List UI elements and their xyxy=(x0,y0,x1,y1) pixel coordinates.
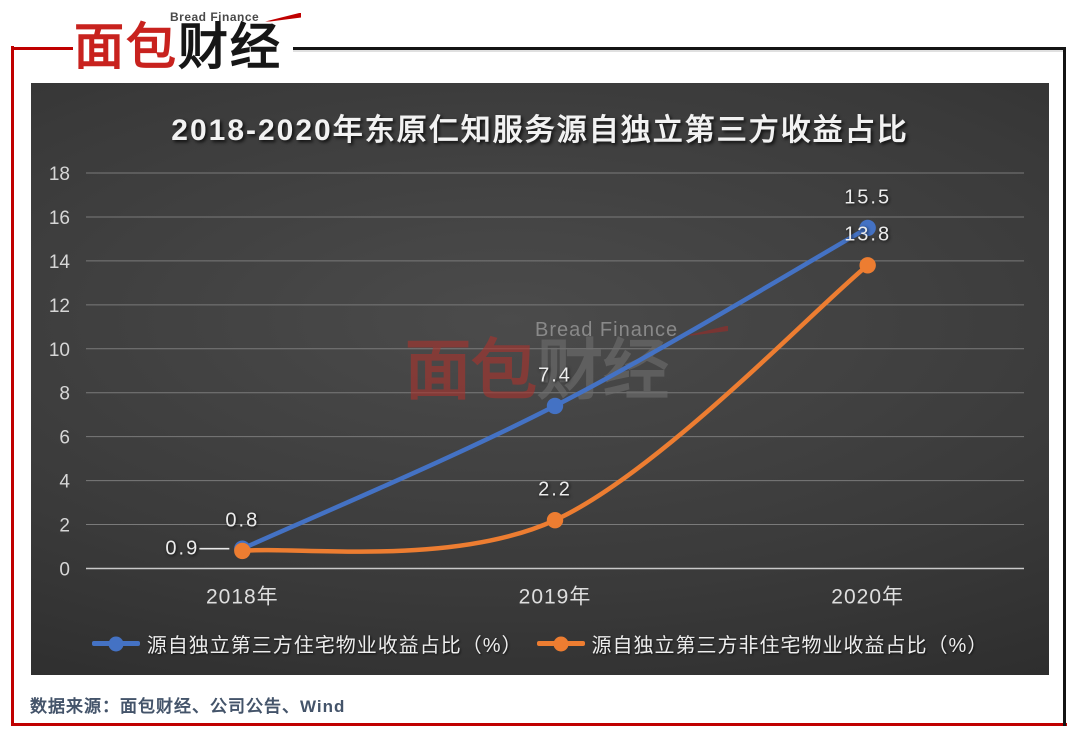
chart-panel: 2018-2020年东原仁知服务源自独立第三方收益占比 0 2 4 6 8 10 12 14 1… xyxy=(31,83,1049,675)
y-axis-label: 18 xyxy=(49,164,70,185)
frame-right-border xyxy=(1063,47,1066,726)
logo-wordmark: 面包财经 xyxy=(74,22,282,72)
logo-name-black: 财经 xyxy=(178,19,282,75)
x-axis-label: 2020年 xyxy=(831,586,904,609)
y-axis-label: 8 xyxy=(59,384,70,405)
series-line-0 xyxy=(240,225,870,551)
chart-title: 2018-2020年东原仁知服务源自独立第三方收益占比 xyxy=(171,114,909,147)
data-source-note: 数据来源：面包财经、公司公告、Wind xyxy=(30,697,346,716)
legend-item: 源自独立第三方非住宅物业收益占比（%） xyxy=(536,629,989,658)
y-axis-label: 0 xyxy=(59,560,70,581)
data-point-marker xyxy=(859,257,876,274)
legend-marker-line xyxy=(91,636,140,651)
frame-top-border xyxy=(293,47,1063,50)
legend-label: 源自独立第三方住宅物业收益占比（%） xyxy=(146,635,523,657)
legend-item: 源自独立第三方住宅物业收益占比（%） xyxy=(91,629,523,658)
frame-bottom-border xyxy=(11,723,1067,726)
legend-marker-dot xyxy=(108,636,124,651)
logo-swoosh-icon xyxy=(265,12,302,22)
logo-tagline: Bread Finance xyxy=(170,10,260,24)
chart-series-layer xyxy=(199,219,876,560)
legend-marker-dot xyxy=(553,636,568,651)
data-point-marker xyxy=(234,542,251,560)
brand-logo: Bread Finance 面包财经 xyxy=(70,4,302,80)
x-axis-label: 2018年 xyxy=(206,586,279,609)
data-point-marker xyxy=(546,511,564,529)
chart-grid-layer: 0 2 4 6 8 10 12 14 16 18 2018年 2019年 2020年 xyxy=(49,164,1024,609)
y-axis-label: 10 xyxy=(49,340,70,361)
frame-top-red-segment xyxy=(11,47,73,50)
chart-legend: 源自独立第三方住宅物业收益占比（%） 源自独立第三方非住宅物业收益占比（%） xyxy=(31,629,1049,658)
legend-label: 源自独立第三方非住宅物业收益占比（%） xyxy=(591,635,989,657)
y-axis-label: 16 xyxy=(49,208,70,229)
y-axis-label: 14 xyxy=(49,252,71,273)
logo-tagline-row: Bread Finance xyxy=(170,10,302,24)
data-point-marker xyxy=(546,397,564,415)
logo-name-red: 面包 xyxy=(74,19,178,75)
x-axis-label: 2019年 xyxy=(519,586,592,609)
y-axis-label: 4 xyxy=(59,472,70,493)
data-point-marker xyxy=(859,219,876,237)
y-axis-label: 6 xyxy=(59,428,70,449)
frame-left-border xyxy=(11,46,14,726)
y-axis-label: 12 xyxy=(49,296,70,317)
y-axis-label: 2 xyxy=(59,516,70,537)
legend-marker-line xyxy=(536,636,585,651)
